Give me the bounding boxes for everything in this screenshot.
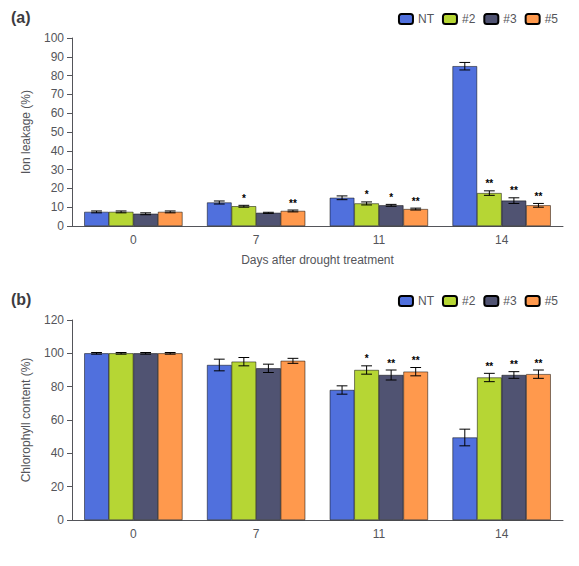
svg-text:**: ** <box>485 361 493 372</box>
svg-text:**: ** <box>510 185 518 196</box>
svg-text:**: ** <box>485 178 493 189</box>
svg-text:11: 11 <box>373 527 386 541</box>
svg-text:60: 60 <box>51 106 65 120</box>
svg-text:10: 10 <box>51 200 65 214</box>
svg-text:0: 0 <box>130 527 137 541</box>
svg-text:#3: #3 <box>503 12 517 26</box>
svg-text:60: 60 <box>51 413 65 427</box>
svg-text:80: 80 <box>51 380 65 394</box>
svg-text:**: ** <box>510 359 518 370</box>
svg-text:NT: NT <box>418 294 435 308</box>
svg-text:Chlorophyll content (%): Chlorophyll content (%) <box>19 358 33 483</box>
svg-text:14: 14 <box>495 233 509 247</box>
svg-text:80: 80 <box>51 69 65 83</box>
svg-text:#5: #5 <box>545 12 559 26</box>
svg-text:11: 11 <box>373 233 386 247</box>
svg-text:NT: NT <box>418 12 435 26</box>
svg-text:*: * <box>242 193 246 204</box>
svg-text:**: ** <box>289 198 297 209</box>
svg-text:*: * <box>365 353 369 364</box>
svg-text:**: ** <box>387 358 395 369</box>
svg-text:100: 100 <box>44 31 64 45</box>
svg-text:14: 14 <box>495 527 509 541</box>
svg-text:(a): (a) <box>11 9 31 26</box>
svg-text:100: 100 <box>44 346 64 360</box>
svg-text:70: 70 <box>51 87 65 101</box>
svg-text:50: 50 <box>51 125 65 139</box>
svg-text:**: ** <box>412 196 420 207</box>
svg-text:40: 40 <box>51 144 65 158</box>
svg-text:30: 30 <box>51 163 65 177</box>
svg-text:0: 0 <box>57 219 64 233</box>
svg-text:**: ** <box>412 355 420 366</box>
svg-text:40: 40 <box>51 446 65 460</box>
svg-text:Days after drought treatment: Days after drought treatment <box>241 253 394 267</box>
svg-text:7: 7 <box>253 527 260 541</box>
svg-text:7: 7 <box>253 233 260 247</box>
svg-text:#2: #2 <box>462 294 476 308</box>
svg-text:90: 90 <box>51 50 65 64</box>
svg-text:#5: #5 <box>545 294 559 308</box>
svg-text:20: 20 <box>51 181 65 195</box>
svg-text:0: 0 <box>130 233 137 247</box>
svg-text:20: 20 <box>51 480 65 494</box>
svg-text:**: ** <box>535 191 543 202</box>
svg-text:0: 0 <box>57 513 64 527</box>
svg-text:**: ** <box>535 358 543 369</box>
svg-text:#2: #2 <box>462 12 476 26</box>
svg-text:(b): (b) <box>11 291 31 308</box>
svg-text:120: 120 <box>44 313 64 327</box>
svg-text:*: * <box>365 189 369 200</box>
svg-text:*: * <box>389 192 393 203</box>
svg-text:#3: #3 <box>503 294 517 308</box>
svg-text:Ion leakage (%): Ion leakage (%) <box>19 90 33 174</box>
